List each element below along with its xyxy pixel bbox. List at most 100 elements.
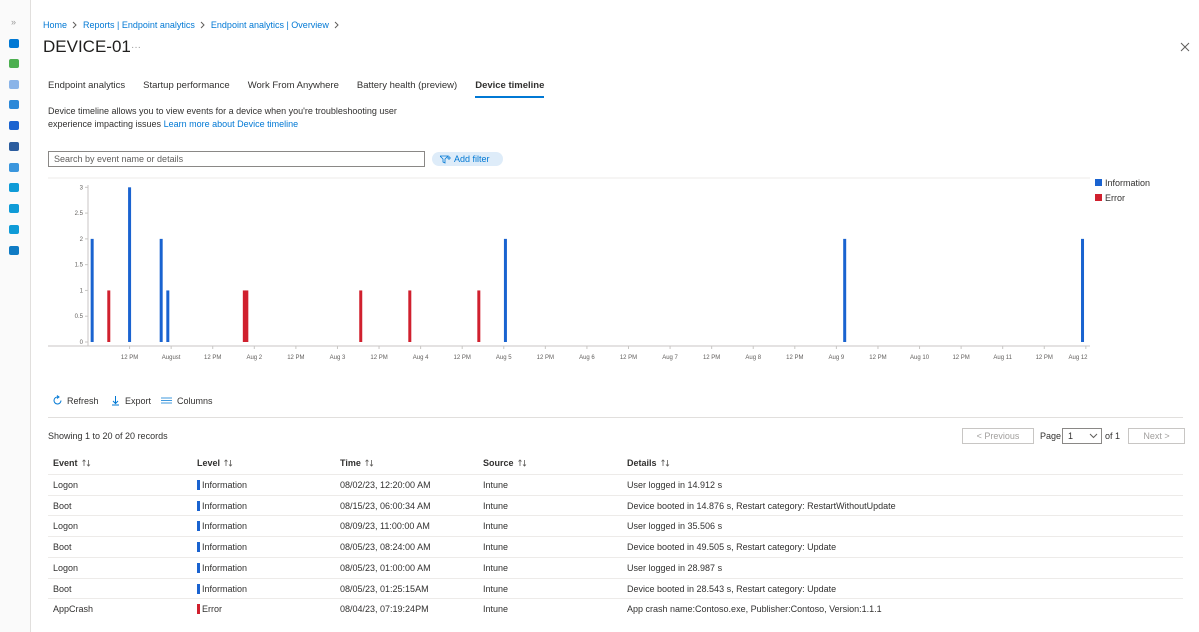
cell-text: Information [202,583,248,594]
add-filter-label: Add filter [454,154,490,164]
level-marker [197,583,200,594]
list-icon[interactable] [9,80,19,89]
breadcrumb-chevron [72,21,77,29]
row-separator [48,515,1183,517]
next-button[interactable]: Next > [1128,428,1185,444]
table-cell: Information [197,583,248,594]
tab[interactable]: Work From Anywhere [247,80,339,91]
row-separator [48,494,1183,496]
reports-icon[interactable] [9,163,19,172]
export-button[interactable]: Export [110,395,151,406]
cell-text: User logged in 35.506 s [627,521,723,532]
tab[interactable]: Endpoint analytics [48,80,126,91]
level-marker [197,604,200,615]
tab[interactable]: Device timeline [475,80,545,98]
column-header[interactable]: Time [340,458,374,468]
x-tick-label: 12 PM [370,355,387,361]
security-icon[interactable] [9,142,19,151]
users-icon[interactable] [9,183,19,192]
bar [90,238,94,342]
y-tick-label: 2.5 [75,211,84,217]
y-tick-label: 2 [80,237,84,243]
apps-icon[interactable] [9,121,19,130]
breadcrumb-link[interactable]: Endpoint analytics | Overview [210,20,329,30]
table-cell: Information [197,562,248,573]
table-cell: Logon [53,521,78,531]
bar [359,290,363,342]
cell-text: Information [202,562,248,573]
level-marker [197,480,200,490]
columns-icon [161,397,172,404]
table-cell: Error [197,604,222,615]
y-tick-label: 1.5 [75,263,84,269]
search-box[interactable]: Search by event name or details [48,151,425,167]
learn-more-link[interactable]: Learn more about Device timeline [163,119,299,129]
row-separator [48,577,1183,579]
bar [477,290,481,342]
dashboard-icon[interactable] [9,59,19,68]
refresh-button[interactable]: Refresh [52,395,99,406]
column-header-label: Event [53,458,78,468]
y-tick-label: 0 [80,340,84,346]
columns-button[interactable]: Columns [160,395,213,406]
more-icon[interactable]: ··· [131,42,141,53]
breadcrumb-chevron [334,21,339,29]
page-select[interactable]: 1 [1062,428,1102,444]
previous-button[interactable]: < Previous [962,428,1034,444]
x-tick-label: 12 PM [537,355,554,361]
column-header[interactable]: Event [53,458,91,468]
table-cell: Intune [483,542,508,552]
column-header[interactable]: Details [627,458,670,468]
legend-label: Information [1105,178,1150,188]
columns-label: Columns [177,395,213,406]
table-cell: Intune [483,521,508,531]
x-tick-label: Aug 7 [662,355,678,361]
table-cell: User logged in 35.506 s [627,521,722,531]
cell-text: Error [202,604,222,615]
devices-icon[interactable] [9,100,19,109]
column-header-label: Source [483,458,514,468]
x-tick-label: 12 PM [287,355,304,361]
breadcrumb-link[interactable]: Home [43,20,68,30]
column-header-label: Time [340,458,361,468]
table-cell: Intune [483,563,508,573]
table-cell: 08/05/23, 01:25:15AM [340,584,429,594]
table-cell: App crash name:Contoso.exe, Publisher:Co… [627,604,882,614]
tenant-icon[interactable] [9,225,19,234]
table-cell: Boot [53,501,72,511]
x-tick-label: Aug 4 [413,355,429,361]
cell-text: Logon [53,521,79,532]
home-icon[interactable] [9,39,19,48]
table-cell: Intune [483,501,508,511]
legend-swatch [1095,194,1102,201]
tab[interactable]: Startup performance [143,80,230,91]
tab-bar: Endpoint analytics Startup performance Wor… [48,80,545,98]
x-tick-label: 12 PM [620,355,637,361]
column-header[interactable]: Level [197,458,233,468]
x-tick-label: Aug 8 [745,355,761,361]
table-cell: User logged in 28.987 s [627,563,722,573]
bar [242,290,246,342]
description-text: Device timeline allows you to view event… [48,106,397,129]
expand-icon[interactable]: » [11,17,17,27]
table-cell: Information [197,480,247,490]
cell-text: Boot [53,583,72,594]
sort-arrows [81,459,90,467]
tools-icon[interactable] [9,246,19,255]
add-filter-button[interactable]: Add filter [432,152,503,166]
level-marker [197,500,200,511]
breadcrumb-link[interactable]: Reports | Endpoint analytics [83,20,195,30]
table-cell: User logged in 14.912 s [627,480,722,490]
table-cell: 08/02/23, 12:20:00 AM [340,480,431,490]
events-table: Event Level Time Source Details Logon Informat… [48,454,1183,632]
table-cell: Logon [53,480,78,490]
table-cell: 08/05/23, 08:24:00 AM [340,542,431,552]
cell-text: Information [202,500,248,511]
page-value: 1 [1068,431,1074,441]
page-count: of 1 [1105,431,1121,441]
close-icon[interactable] [1180,42,1190,52]
groups-icon[interactable] [9,204,19,213]
tab[interactable]: Battery health (preview) [356,80,458,91]
column-header[interactable]: Source [483,458,527,468]
y-tick-label: 3 [80,185,84,191]
